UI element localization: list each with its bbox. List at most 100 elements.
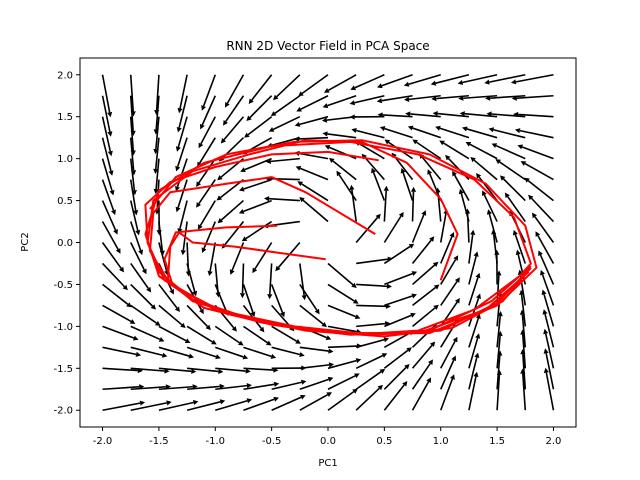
quiver-arrow-head: [531, 212, 537, 219]
quiver-arrow: [541, 289, 555, 327]
quiver-arrow: [177, 74, 188, 114]
quiver-arrow-head: [326, 392, 333, 397]
quiver-arrow-head: [240, 167, 246, 173]
quiver-arrow-head: [146, 286, 152, 293]
quiver-arrow-shaft: [460, 193, 470, 222]
quiver-arrow-head: [298, 91, 304, 97]
quiver-arrow: [349, 94, 385, 106]
quiver-arrow-shaft: [468, 318, 480, 348]
quiver-arrow-head: [432, 110, 438, 117]
quiver-arrow: [185, 242, 191, 277]
quiver-arrow: [379, 126, 413, 139]
quiver-arrow-shaft: [130, 263, 149, 289]
quiver-arrow: [383, 363, 410, 390]
quiver-arrow-head: [239, 186, 245, 192]
quiver-arrow-head: [216, 195, 223, 201]
quiver-arrow-head: [384, 139, 391, 145]
quiver-arrow-head: [153, 188, 159, 195]
quiver-arrow-head: [431, 96, 437, 102]
quiver-arrow-shaft: [421, 156, 442, 181]
quiver-arrow-head: [432, 261, 439, 267]
quiver-arrow-shaft: [247, 116, 273, 136]
quiver-arrow: [102, 400, 146, 412]
quiver-arrow-shaft: [101, 262, 126, 288]
quiver-arrow-head: [180, 322, 186, 329]
quiver-arrow-shaft: [408, 74, 441, 85]
quiver-arrow: [243, 346, 277, 359]
quiver-arrow-shaft: [243, 178, 272, 190]
y-tick-label: 2.0: [57, 70, 73, 81]
quiver-arrow-shaft: [271, 381, 302, 391]
quiver-arrow-shaft: [158, 242, 168, 272]
quiver-arrow: [246, 95, 273, 122]
quiver-arrow-head: [488, 127, 495, 133]
quiver-arrow-head: [107, 150, 113, 157]
quiver-arrow-head: [381, 353, 388, 358]
quiver-arrow-head: [129, 319, 136, 324]
quiver-arrow-head: [268, 127, 275, 132]
quiver-arrow-head: [238, 340, 244, 346]
quiver-arrow: [383, 347, 412, 369]
quiver-arrow: [153, 116, 160, 155]
quiver-arrow-shaft: [490, 94, 526, 99]
quiver-arrow-shaft: [209, 242, 217, 272]
quiver-arrow-head: [408, 243, 415, 249]
quiver-arrow-head: [427, 169, 433, 175]
quiver-arrow-shaft: [102, 367, 138, 372]
quiver-arrow-head: [336, 170, 342, 177]
quiver-arrow-head: [130, 150, 136, 156]
quiver-arrow-head: [175, 146, 181, 152]
quiver-arrow-shaft: [102, 346, 137, 356]
quiver-arrow-shaft: [410, 113, 441, 118]
quiver-arrow-head: [482, 190, 487, 197]
quiver-arrow-head: [377, 83, 383, 89]
quiver-arrow-shaft: [200, 116, 216, 145]
quiver-arrow: [484, 73, 526, 85]
quiver-arrow: [158, 367, 197, 374]
quiver-arrow-head: [452, 336, 458, 343]
quiver-arrow: [458, 94, 498, 101]
quiver-arrow-head: [404, 363, 410, 370]
quiver-arrow-head: [426, 377, 432, 384]
quiver-arrow-shaft: [155, 116, 160, 150]
quiver-arrow-head: [433, 304, 439, 310]
quiver-arrow-shaft: [468, 376, 477, 411]
quiver-arrow-shaft: [101, 221, 119, 250]
quiver-arrow-head: [321, 321, 327, 328]
quiver-arrow-shaft: [268, 263, 273, 295]
quiver-arrow: [499, 175, 526, 202]
quiver-arrow-shaft: [530, 197, 555, 223]
quiver-arrow-head: [398, 211, 404, 218]
quiver-arrow-shaft: [381, 94, 413, 102]
quiver-arrow-shaft: [521, 314, 527, 348]
quiver-arrow-shaft: [130, 386, 166, 391]
chart-title: RNN 2D Vector Field in PCA Space: [226, 39, 429, 53]
quiver-arrow-shaft: [364, 156, 385, 181]
quiver-arrow-head: [215, 292, 221, 298]
quiver-arrow-shaft: [543, 294, 555, 327]
quiver-arrow-head: [231, 326, 237, 332]
quiver-arrow-shaft: [243, 383, 275, 391]
quiver-arrow: [412, 139, 442, 160]
x-axis-label: PC1: [318, 458, 337, 469]
quiver-arrow-head: [113, 228, 118, 235]
quiver-arrow-head: [132, 335, 139, 341]
quiver-arrow-shaft: [186, 346, 217, 358]
quiver-arrow-head: [294, 121, 301, 127]
quiver-arrow-head: [139, 400, 146, 406]
quiver-arrow-shaft: [271, 304, 292, 329]
quiver-arrow-head: [273, 381, 280, 387]
quiver-arrow: [101, 137, 114, 176]
quiver-arrow: [468, 293, 481, 327]
quiver-arrow-head: [246, 383, 252, 389]
quiver-arrow-head: [524, 177, 530, 183]
quiver-arrow: [327, 358, 362, 370]
quiver-arrow-head: [153, 168, 159, 174]
x-axis-ticks: -2.0 -1.5 -1.0 -0.5 0.0 0.5 1.0 1.5 2.0: [93, 427, 561, 447]
quiver-arrow-shaft: [383, 366, 407, 390]
quiver-arrow-shaft: [464, 112, 498, 118]
quiver-arrow: [457, 73, 498, 86]
quiver-arrow-head: [201, 105, 207, 111]
quiver-arrow-shaft: [355, 129, 385, 139]
quiver-arrow: [439, 140, 470, 160]
